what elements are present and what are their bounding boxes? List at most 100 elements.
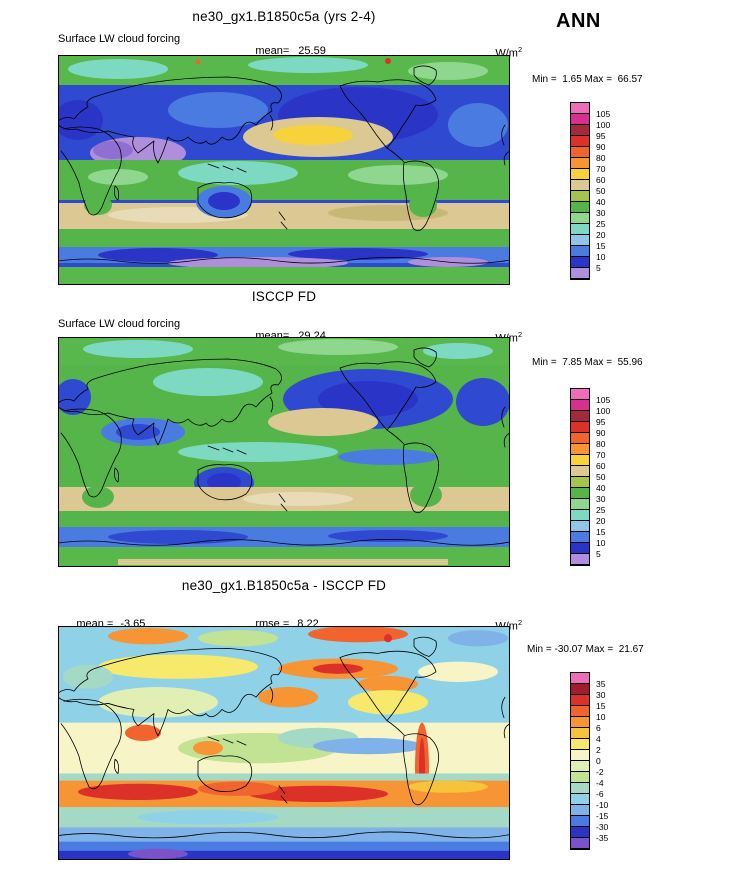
colorbar-tick-label: 30 bbox=[596, 494, 606, 504]
panel-diff-minmax: Min = -30.07 Max = 21.67 bbox=[527, 644, 644, 655]
colorbar-cell bbox=[571, 794, 589, 805]
colorbar-cell bbox=[571, 510, 589, 521]
colorbar-cell bbox=[571, 488, 589, 499]
colorbar-cell bbox=[571, 554, 589, 565]
colorbar-cell bbox=[571, 444, 589, 455]
colorbar-cell bbox=[571, 499, 589, 510]
colorbar-tick-label: 80 bbox=[596, 153, 606, 163]
colorbar-cell bbox=[571, 400, 589, 411]
panel-diff-title: ne30_gx1.B1850c5a - ISCCP FD bbox=[181, 578, 387, 593]
colorbar-tick-label: 4 bbox=[596, 734, 601, 744]
colorbar-cell bbox=[571, 191, 589, 202]
colorbar-tick-label: 105 bbox=[596, 395, 611, 405]
colorbar-tick-label: 90 bbox=[596, 142, 606, 152]
colorbar-tick-label: 0 bbox=[596, 756, 601, 766]
colorbar-cell bbox=[571, 717, 589, 728]
colorbar-cell bbox=[571, 673, 589, 684]
colorbar-tick-label: 80 bbox=[596, 439, 606, 449]
colorbar-cell bbox=[571, 180, 589, 191]
panel-obs-minmax: Min = 7.85 Max = 55.96 bbox=[532, 357, 643, 368]
units-exponent: 2 bbox=[517, 330, 523, 339]
colorbar-cell bbox=[571, 728, 589, 739]
colorbar-tick-label: 95 bbox=[596, 131, 606, 141]
colorbar-tick-label: 20 bbox=[596, 230, 606, 240]
colorbar-cell bbox=[571, 477, 589, 488]
colorbar-tick-label: 35 bbox=[596, 679, 606, 689]
colorbar-cell bbox=[571, 433, 589, 444]
panel-model-title: ne30_gx1.B1850c5a (yrs 2-4) bbox=[192, 9, 376, 24]
colorbar-tick-label: 95 bbox=[596, 417, 606, 427]
colorbar-cell bbox=[571, 114, 589, 125]
panel-model-minmax: Min = 1.65 Max = 66.57 bbox=[532, 74, 643, 85]
colorbar-tick-label: 15 bbox=[596, 527, 606, 537]
colorbar-tick-label: 70 bbox=[596, 164, 606, 174]
colorbar-cell bbox=[571, 455, 589, 466]
obs-map bbox=[58, 337, 510, 567]
colorbar-cell bbox=[571, 103, 589, 114]
colorbar-tick-label: 90 bbox=[596, 428, 606, 438]
mean-value: 25.59 bbox=[298, 45, 326, 57]
units-exponent: 2 bbox=[517, 618, 523, 627]
colorbar-tick-label: -35 bbox=[596, 833, 609, 843]
colorbar-tick-label: 6 bbox=[596, 723, 601, 733]
diff-map bbox=[58, 626, 510, 860]
colorbar-tick-label: 2 bbox=[596, 745, 601, 755]
colorbar-cell bbox=[571, 125, 589, 136]
colorbar-tick-label: 25 bbox=[596, 505, 606, 515]
units-exponent: 2 bbox=[517, 45, 523, 54]
colorbar-tick-label: 70 bbox=[596, 450, 606, 460]
colorbar-cell bbox=[571, 706, 589, 717]
colorbar-cell bbox=[571, 389, 589, 400]
season-label: ANN bbox=[556, 10, 601, 32]
colorbar-tick-label: -30 bbox=[596, 822, 609, 832]
colorbar-tick-label: 100 bbox=[596, 406, 611, 416]
colorbar-tick-label: 40 bbox=[596, 197, 606, 207]
model-map bbox=[58, 55, 510, 285]
panel-model-variable-label: Surface LW cloud forcing bbox=[58, 33, 181, 45]
panel-model-mean: mean= 25.59 bbox=[237, 33, 326, 69]
colorbar-tick-label: 20 bbox=[596, 516, 606, 526]
colorbar-cell bbox=[571, 268, 589, 279]
colorbar-tick-label: 40 bbox=[596, 483, 606, 493]
colorbar-tick-label: -15 bbox=[596, 811, 609, 821]
colorbar-tick-label: 5 bbox=[596, 263, 601, 273]
colorbar-cell bbox=[571, 805, 589, 816]
colorbar-cell bbox=[571, 750, 589, 761]
colorbar-cell bbox=[571, 827, 589, 838]
colorbar-cell bbox=[571, 695, 589, 706]
colorbar-cell bbox=[571, 739, 589, 750]
colorbar-cell bbox=[571, 772, 589, 783]
mean-label: mean= bbox=[255, 45, 290, 57]
colorbar-tick-label: 105 bbox=[596, 109, 611, 119]
colorbar-tick-label: 10 bbox=[596, 712, 606, 722]
colorbar-tick-label: 15 bbox=[596, 241, 606, 251]
colorbar-tick-label: 60 bbox=[596, 175, 606, 185]
colorbar-tick-label: -4 bbox=[596, 778, 604, 788]
colorbar-cell bbox=[571, 411, 589, 422]
panel-obs-title: ISCCP FD bbox=[251, 289, 317, 304]
colorbar-cell bbox=[571, 158, 589, 169]
colorbar-tick-label: -10 bbox=[596, 800, 609, 810]
obs-colorbar: 105 100 95 90 80 70 60 50 40 30 25 20 15 10 5 bbox=[570, 388, 610, 566]
colorbar-cell bbox=[571, 257, 589, 268]
colorbar-cell bbox=[571, 816, 589, 827]
colorbar-cell bbox=[571, 246, 589, 257]
colorbar-cell bbox=[571, 543, 589, 554]
colorbar-cell bbox=[571, 235, 589, 246]
colorbar-tick-label: 50 bbox=[596, 186, 606, 196]
colorbar-tick-label: 10 bbox=[596, 252, 606, 262]
colorbar-tick-label: 100 bbox=[596, 120, 611, 130]
colorbar-cell bbox=[571, 838, 589, 849]
colorbar-cell bbox=[571, 224, 589, 235]
colorbar-tick-label: 25 bbox=[596, 219, 606, 229]
colorbar-tick-label: -2 bbox=[596, 767, 604, 777]
colorbar-tick-label: 15 bbox=[596, 701, 606, 711]
colorbar-cell bbox=[571, 761, 589, 772]
colorbar-tick-label: 50 bbox=[596, 472, 606, 482]
colorbar-cell bbox=[571, 532, 589, 543]
colorbar-tick-label: 10 bbox=[596, 538, 606, 548]
colorbar-tick-label: 5 bbox=[596, 549, 601, 559]
panel-obs-variable-label: Surface LW cloud forcing bbox=[58, 318, 181, 330]
colorbar-cell bbox=[571, 466, 589, 477]
colorbar-cell bbox=[571, 783, 589, 794]
